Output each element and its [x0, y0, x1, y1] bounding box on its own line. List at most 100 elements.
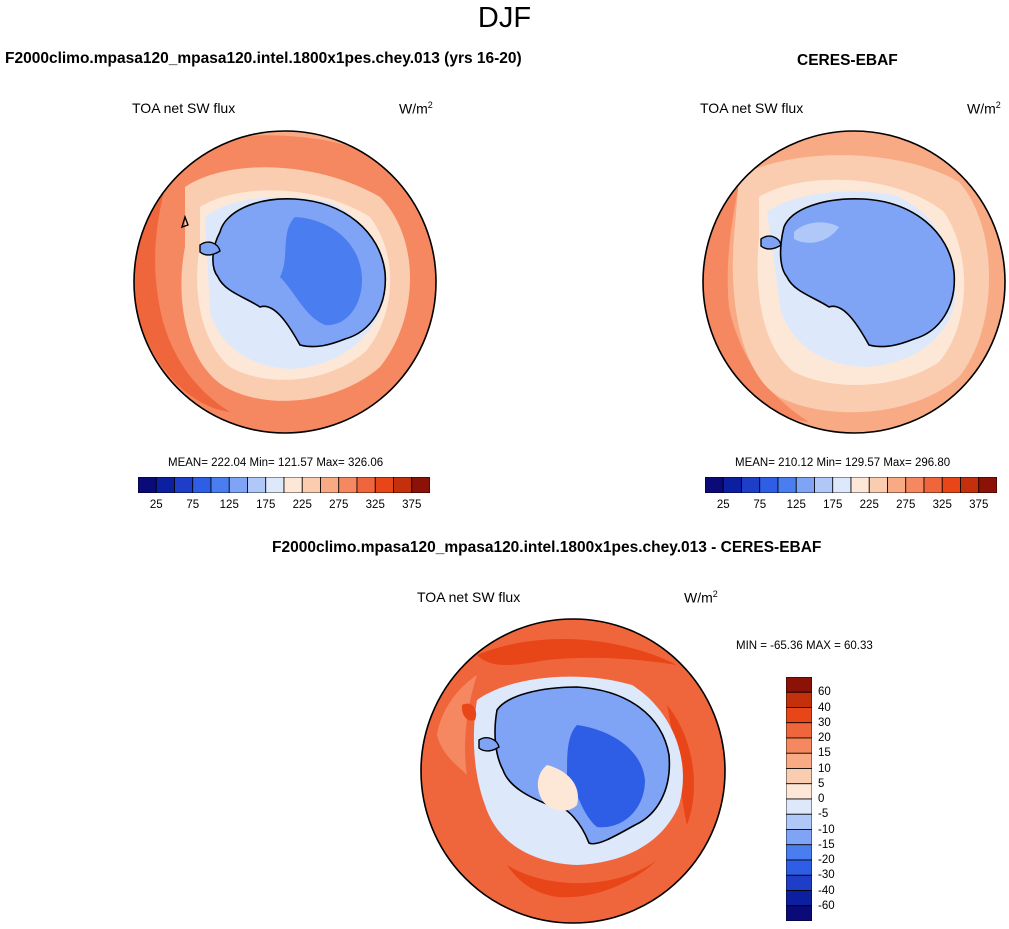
colorbar-tick-label: -20 — [818, 854, 835, 866]
colorbar-tick-label: 275 — [329, 499, 349, 511]
colorbar-tick-label: 40 — [818, 701, 831, 714]
panel1-stats: MEAN= 222.04 Min= 121.57 Max= 326.06 — [168, 457, 384, 469]
panel2-stats: MEAN= 210.12 Min= 129.57 Max= 296.80 — [735, 457, 951, 469]
colorbar-swatch — [905, 477, 925, 493]
colorbar-swatch — [210, 477, 230, 493]
colorbar-swatch — [192, 477, 212, 493]
colorbar-tick-label: 225 — [292, 499, 312, 511]
colorbar-swatch — [978, 477, 997, 493]
colorbar-tick-label: 125 — [219, 499, 239, 511]
colorbar-tick-label: 25 — [149, 499, 163, 511]
panel1-units: W/m2 — [399, 100, 433, 117]
colorbar-swatch — [301, 477, 321, 493]
colorbar-tick-label: 10 — [818, 762, 831, 775]
panel1-title: F2000climo.mpasa120_mpasa120.intel.1800x… — [5, 50, 522, 67]
colorbar-swatch — [832, 477, 852, 493]
colorbar-swatch — [786, 737, 812, 754]
colorbar-tick-label: 15 — [818, 747, 831, 760]
colorbar-swatch — [786, 890, 812, 907]
colorbar-swatch — [411, 477, 430, 493]
panel2-colorbar-ticks: 25 75 125 175 225 275 325 375 — [705, 499, 997, 513]
colorbar-tick-label: -5 — [818, 808, 829, 821]
colorbar-swatch — [320, 477, 340, 493]
panel2-map — [702, 130, 1006, 434]
colorbar-swatch — [786, 859, 812, 876]
colorbar-tick-label: 125 — [786, 499, 806, 511]
colorbar-swatch — [868, 477, 888, 493]
figure-title: DJF — [477, 2, 532, 34]
colorbar-tick-label: 0 — [818, 793, 825, 805]
colorbar-swatch — [786, 874, 812, 891]
colorbar-swatch — [786, 677, 812, 693]
colorbar-swatch — [338, 477, 358, 493]
colorbar-swatch — [759, 477, 779, 493]
panel3-title: F2000climo.mpasa120_mpasa120.intel.1800x… — [272, 539, 822, 556]
colorbar-swatch — [741, 477, 761, 493]
colorbar-swatch — [795, 477, 815, 493]
panel1-variable: TOA net SW flux — [132, 100, 236, 116]
colorbar-swatch — [174, 477, 194, 493]
colorbar-swatch — [705, 477, 724, 493]
colorbar-swatch — [814, 477, 834, 493]
colorbar-swatch — [923, 477, 943, 493]
colorbar-swatch — [960, 477, 980, 493]
colorbar-swatch — [786, 813, 812, 830]
colorbar-tick-label: 325 — [932, 499, 952, 511]
colorbar-swatch — [786, 905, 812, 921]
colorbar-tick-label: -10 — [818, 823, 835, 836]
panel3-colorbar-ticks: 60 40 30 20 15 10 5 0 -5 -10 -15 -20 -30 -40 -60 — [818, 677, 858, 921]
colorbar-tick-label: 375 — [969, 499, 989, 511]
colorbar-tick-label: 75 — [186, 499, 200, 511]
panel3-units: W/m2 — [684, 589, 718, 606]
colorbar-tick-label: 375 — [402, 499, 422, 511]
colorbar-swatch — [393, 477, 413, 493]
colorbar-swatch — [155, 477, 175, 493]
colorbar-tick-label: 5 — [818, 777, 825, 790]
panel3-stats: MIN = -65.36 MAX = 60.33 — [736, 640, 873, 652]
panel2-colorbar — [705, 477, 997, 493]
colorbar-swatch — [786, 768, 812, 785]
colorbar-tick-label: 225 — [859, 499, 879, 511]
colorbar-swatch — [138, 477, 157, 493]
colorbar-swatch — [786, 752, 812, 769]
panel2-title: CERES-EBAF — [797, 52, 898, 69]
colorbar-tick-label: 325 — [365, 499, 385, 511]
colorbar-tick-label: 25 — [716, 499, 730, 511]
colorbar-swatch — [228, 477, 248, 493]
colorbar-tick-label: -30 — [818, 869, 835, 882]
colorbar-tick-label: 175 — [256, 499, 276, 511]
panel3-map — [420, 618, 726, 924]
panel3-variable: TOA net SW flux — [417, 589, 521, 605]
colorbar-swatch — [722, 477, 742, 493]
colorbar-tick-label: 20 — [818, 732, 831, 744]
colorbar-swatch — [247, 477, 267, 493]
colorbar-swatch — [786, 798, 812, 815]
panel3-colorbar — [786, 677, 812, 921]
colorbar-swatch — [283, 477, 303, 493]
panel1-colorbar — [138, 477, 430, 493]
colorbar-swatch — [265, 477, 285, 493]
colorbar-swatch — [786, 844, 812, 861]
colorbar-swatch — [356, 477, 376, 493]
colorbar-swatch — [887, 477, 907, 493]
colorbar-swatch — [786, 707, 812, 724]
colorbar-tick-label: 175 — [823, 499, 843, 511]
colorbar-swatch — [786, 691, 812, 708]
colorbar-tick-label: 60 — [818, 686, 831, 699]
panel1-colorbar-ticks: 25 75 125 175 225 275 325 375 — [138, 499, 430, 513]
colorbar-swatch — [850, 477, 870, 493]
colorbar-tick-label: 75 — [753, 499, 767, 511]
panel2-variable: TOA net SW flux — [700, 100, 804, 116]
colorbar-swatch — [786, 783, 812, 800]
colorbar-swatch — [941, 477, 961, 493]
colorbar-tick-label: -40 — [818, 884, 835, 897]
colorbar-tick-label: -15 — [818, 838, 835, 851]
colorbar-swatch — [786, 829, 812, 846]
colorbar-tick-label: 30 — [818, 716, 831, 729]
panel1-map — [133, 130, 437, 434]
colorbar-swatch — [777, 477, 797, 493]
colorbar-tick-label: -60 — [818, 899, 835, 912]
colorbar-swatch — [786, 722, 812, 739]
panel2-units: W/m2 — [967, 100, 1001, 117]
colorbar-tick-label: 275 — [896, 499, 916, 511]
